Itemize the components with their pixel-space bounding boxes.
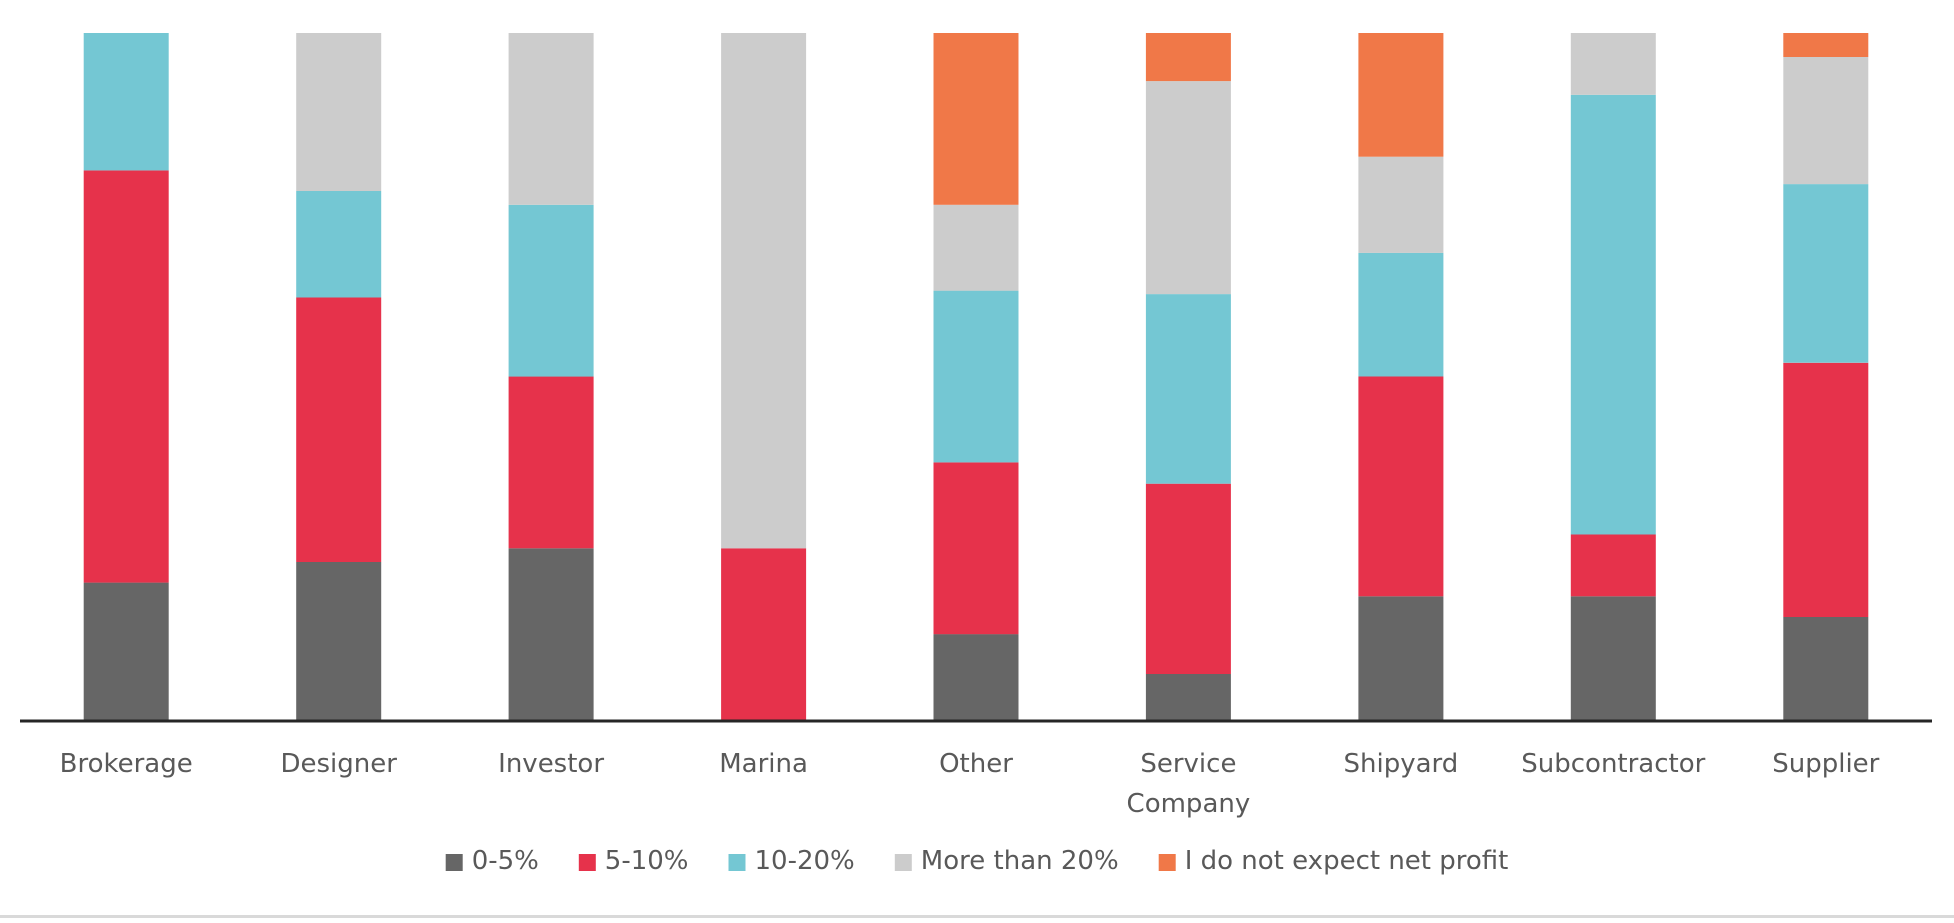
- bar-segment-supplier-series-2: [1783, 184, 1869, 363]
- bar-segment-other-series-1: [933, 462, 1019, 635]
- bar-segment-supplier-series-0: [1783, 617, 1869, 720]
- bar-segment-designer-series-3: [296, 33, 382, 191]
- bar-segment-designer-series-0: [296, 562, 382, 720]
- bar-segment-shipyard-series-2: [1358, 252, 1444, 377]
- legend-item: More than 20%: [894, 846, 1119, 876]
- bar-segment-designer-series-2: [296, 191, 382, 298]
- legend-swatch: [1158, 854, 1176, 871]
- legend-item: 10-20%: [728, 846, 855, 876]
- bar-segment-subcontractor-series-3: [1570, 33, 1656, 95]
- bar-segment-investor-series-1: [508, 376, 594, 549]
- bar-segment-shipyard-series-3: [1358, 156, 1444, 253]
- bar-segment-marina-series-1: [721, 548, 807, 721]
- legend-label: 0-5%: [472, 846, 539, 876]
- x-tick-label: Investor: [498, 749, 604, 779]
- x-tick-label: Designer: [280, 749, 397, 779]
- bar-segment-service-company-series-3: [1145, 81, 1231, 295]
- x-tick-label: Service Company: [1127, 749, 1251, 819]
- legend: 0-5% 5-10% 10-20% More than 20% I do not exp…: [445, 846, 1509, 876]
- x-tick-label: Shipyard: [1344, 749, 1459, 779]
- bottom-divider: [0, 915, 1954, 918]
- bar-segment-shipyard-series-0: [1358, 596, 1444, 720]
- bars-group: [83, 33, 1869, 721]
- bar-segment-service-company-series-0: [1145, 674, 1231, 720]
- legend-label: I do not expect net profit: [1185, 846, 1509, 876]
- bar-segment-brokerage-series-1: [83, 170, 169, 583]
- bar-segment-brokerage-series-0: [83, 582, 169, 720]
- x-tick-label: Brokerage: [60, 749, 193, 779]
- bar-segment-shipyard-series-1: [1358, 376, 1444, 597]
- legend-swatch: [445, 854, 463, 871]
- legend-swatch: [728, 854, 746, 871]
- x-tick-label: Subcontractor: [1521, 749, 1705, 779]
- x-tick-labels: Brokerage Designer Investor Marina Other Serv…: [60, 749, 1880, 819]
- bar-segment-supplier-series-4: [1783, 33, 1869, 57]
- bar-segment-marina-series-3: [721, 33, 807, 549]
- bar-segment-other-series-2: [933, 290, 1019, 463]
- legend-label: 5-10%: [605, 846, 689, 876]
- bar-segment-supplier-series-1: [1783, 362, 1869, 617]
- bar-segment-service-company-series-1: [1145, 483, 1231, 674]
- legend-swatch: [578, 854, 596, 871]
- bar-segment-other-series-4: [933, 33, 1019, 205]
- x-tick-label: Other: [939, 749, 1013, 779]
- legend-item: 0-5%: [445, 846, 539, 876]
- bar-segment-supplier-series-3: [1783, 57, 1869, 185]
- bar-segment-investor-series-2: [508, 204, 594, 377]
- legend-label: 10-20%: [755, 846, 855, 876]
- x-tick-label: Supplier: [1772, 749, 1879, 779]
- bar-segment-brokerage-series-2: [83, 33, 169, 171]
- bar-segment-other-series-3: [933, 204, 1019, 291]
- x-tick-label: Marina: [719, 749, 808, 779]
- bar-segment-shipyard-series-4: [1358, 33, 1444, 157]
- bar-segment-subcontractor-series-2: [1570, 94, 1656, 535]
- bar-segment-other-series-0: [933, 634, 1019, 720]
- bar-segment-service-company-series-2: [1145, 294, 1231, 484]
- bar-segment-subcontractor-series-1: [1570, 534, 1656, 597]
- legend-item: I do not expect net profit: [1158, 846, 1509, 876]
- bar-segment-service-company-series-4: [1145, 33, 1231, 82]
- bar-segment-designer-series-1: [296, 297, 382, 562]
- bar-segment-investor-series-0: [508, 548, 594, 721]
- bar-segment-investor-series-3: [508, 33, 594, 205]
- legend-item: 5-10%: [578, 846, 689, 876]
- legend-label: More than 20%: [921, 846, 1119, 876]
- bar-segment-subcontractor-series-0: [1570, 596, 1656, 720]
- legend-swatch: [894, 854, 912, 871]
